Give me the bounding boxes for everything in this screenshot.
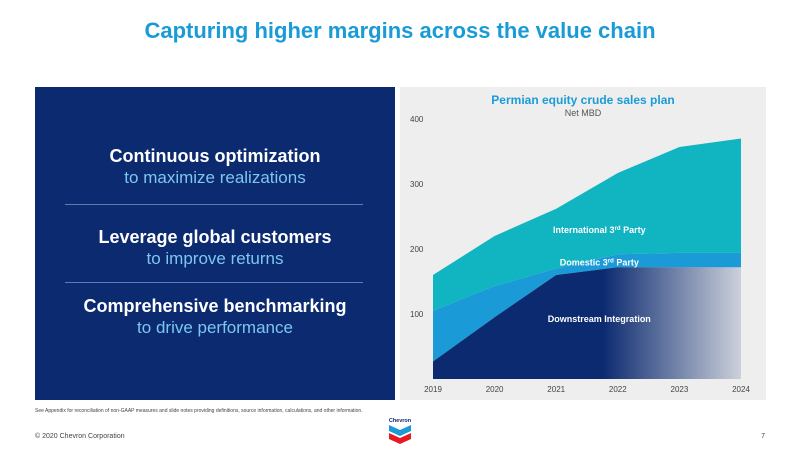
point-heading: Comprehensive benchmarking [83, 296, 347, 316]
slide-title: Capturing higher margins across the valu… [144, 18, 656, 43]
chart-panel: Permian equity crude sales plan Net MBD … [400, 87, 766, 400]
area-international-3rd-party [433, 138, 741, 311]
y-tick-label: 100 [410, 310, 424, 319]
point-subtext: to improve returns [146, 249, 284, 268]
y-tick-label: 400 [410, 115, 424, 124]
point-optimization: Continuous optimization to maximize real… [35, 145, 395, 189]
area-downstream-integration [433, 267, 741, 379]
divider [65, 282, 363, 283]
x-tick-label: 2019 [424, 385, 442, 394]
copyright: © 2020 Chevron Corporation [35, 433, 125, 440]
series-label-international: International 3rd Party [553, 225, 646, 235]
x-tick-label: 2021 [547, 385, 565, 394]
footnote: See Appendix for reconciliation of non-G… [35, 408, 363, 414]
area-domestic-3rd-party [433, 252, 741, 362]
point-global-customers: Leverage global customers to improve ret… [35, 226, 395, 270]
x-tick-label: 2020 [486, 385, 504, 394]
series-label-domestic: Domestic 3rd Party [560, 257, 639, 267]
logo-chevron-blue [389, 425, 411, 436]
point-heading: Leverage global customers [98, 227, 332, 247]
logo-chevron-red [389, 433, 411, 444]
series-label-downstream: Downstream Integration [548, 314, 651, 324]
point-subtext: to maximize realizations [124, 168, 306, 187]
point-subtext: to drive performance [137, 318, 293, 337]
logo-text: Chevron [389, 418, 412, 424]
page-number: 7 [761, 433, 765, 440]
chart-subtitle: Net MBD [564, 108, 602, 118]
point-heading: Continuous optimization [109, 146, 321, 166]
y-tick-label: 300 [410, 180, 424, 189]
key-points-panel: Continuous optimization to maximize real… [35, 87, 395, 400]
y-tick-label: 200 [410, 245, 424, 254]
chart-title: Permian equity crude sales plan [491, 93, 675, 107]
chevron-logo: Chevron [389, 418, 412, 444]
x-tick-label: 2022 [609, 385, 627, 394]
x-tick-label: 2024 [732, 385, 750, 394]
divider [65, 204, 363, 205]
x-tick-label: 2023 [671, 385, 689, 394]
point-benchmarking: Comprehensive benchmarking to drive perf… [35, 295, 395, 339]
area-chart: 100 200 300 400 2019 2020 2021 2022 2023 2024 Inte… [410, 115, 750, 394]
